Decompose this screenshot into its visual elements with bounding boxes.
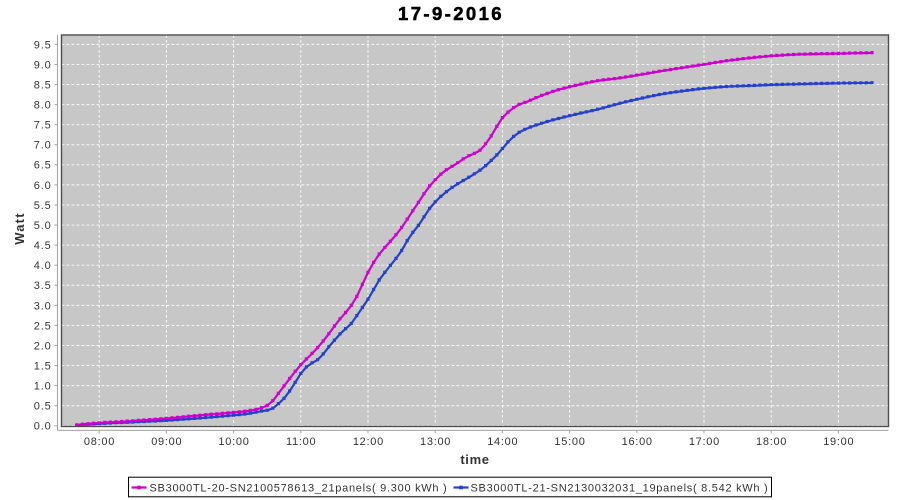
svg-text:17:00: 17:00 (689, 436, 720, 448)
svg-text:16:00: 16:00 (622, 436, 653, 448)
svg-text:6.5: 6.5 (34, 160, 52, 172)
svg-text:11:00: 11:00 (286, 436, 316, 448)
svg-text:08:00: 08:00 (84, 436, 115, 448)
svg-text:5.5: 5.5 (34, 200, 52, 212)
svg-text:7.5: 7.5 (34, 120, 52, 132)
svg-text:09:00: 09:00 (151, 436, 182, 448)
svg-text:SB3000TL-20-SN2100578613_21pan: SB3000TL-20-SN2100578613_21panels( 9.300… (150, 483, 448, 495)
svg-text:7.0: 7.0 (34, 140, 52, 152)
svg-text:19:00: 19:00 (823, 436, 854, 448)
svg-text:2.0: 2.0 (34, 340, 52, 352)
svg-text:3.0: 3.0 (34, 300, 52, 312)
svg-text:1.5: 1.5 (34, 360, 52, 372)
svg-text:17-9-2016: 17-9-2016 (398, 3, 504, 24)
svg-text:9.5: 9.5 (34, 39, 52, 51)
svg-text:8.5: 8.5 (34, 79, 52, 91)
svg-text:9.0: 9.0 (34, 59, 52, 71)
svg-text:2.5: 2.5 (34, 320, 52, 332)
svg-text:time: time (460, 452, 489, 467)
svg-text:SB3000TL-21-SN2130032031_19pan: SB3000TL-21-SN2130032031_19panels( 8.542… (471, 483, 769, 495)
svg-text:14:00: 14:00 (487, 436, 518, 448)
svg-text:4.5: 4.5 (34, 240, 52, 252)
svg-text:3.5: 3.5 (34, 280, 52, 292)
svg-text:0.0: 0.0 (34, 421, 52, 433)
svg-text:15:00: 15:00 (554, 436, 585, 448)
svg-text:12:00: 12:00 (353, 436, 384, 448)
svg-text:Watt: Watt (12, 212, 27, 244)
svg-text:8.0: 8.0 (34, 100, 52, 112)
svg-text:0.5: 0.5 (34, 401, 52, 413)
svg-text:1.0: 1.0 (34, 381, 52, 393)
svg-text:13:00: 13:00 (420, 436, 451, 448)
svg-text:5.0: 5.0 (34, 220, 52, 232)
svg-text:18:00: 18:00 (756, 436, 787, 448)
svg-text:6.0: 6.0 (34, 180, 52, 192)
svg-text:10:00: 10:00 (218, 436, 249, 448)
svg-text:4.0: 4.0 (34, 260, 52, 272)
